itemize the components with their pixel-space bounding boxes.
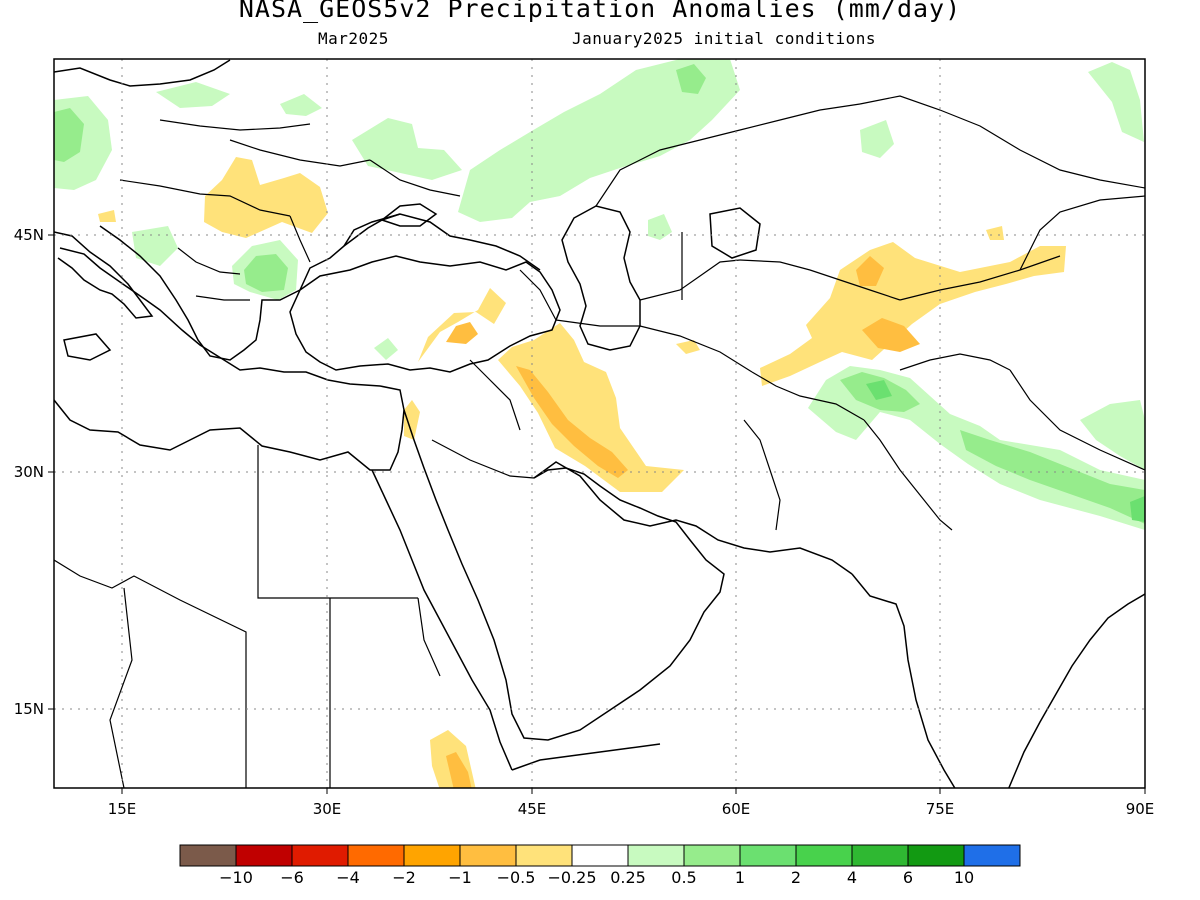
anomaly-volga [458,59,740,222]
colorbar-label: −0.25 [547,868,597,887]
coast-arabia [403,409,725,741]
colorbar-swatch [683,844,741,867]
colorbar-swatch [571,844,629,867]
anomaly-kazakh-north [860,120,894,158]
anomaly-caspian-ne [648,214,672,240]
anomaly-ethiopia-core [446,752,472,788]
coast-caspian [561,205,641,351]
country-borders [54,95,1145,788]
coastlines-borders [54,59,1145,788]
colorbar-swatch [347,844,405,867]
anomaly-volga-core [676,64,706,94]
lat-tick-label: 15N [14,700,44,718]
colorbar-swatch [403,844,461,867]
anomaly-poland-core [54,108,84,162]
anomaly-kashmir-core [866,380,892,400]
lon-tick-label: 45E [518,800,547,818]
map-title: NASA_GEOS5v2 Precipitation Anomalies (mm… [238,0,962,23]
anomaly-baltic [156,82,230,108]
coast-adriatic-greece [99,213,401,361]
colorbar-label: −0.5 [496,868,536,887]
graticule [54,59,1145,788]
valid-month: Mar2025 [318,29,389,48]
lat-tick-label: 45N [14,226,44,244]
anomaly-east-turkey [418,288,506,362]
colorbar-swatch [179,844,237,867]
anomaly-tien-shan [760,242,1066,386]
anomaly-tienshan-core [856,256,884,286]
anomaly-levant [404,400,420,440]
colorbar-label: 2 [790,868,802,887]
anomaly-belarus [280,94,322,116]
colorbar-swatch [963,844,1021,867]
coast-aral [709,207,761,259]
lon-tick-label: 90E [1126,800,1155,818]
anomaly-bulgaria-core [244,254,288,292]
anomaly-mesopotamia-core [516,366,628,478]
colorbar-swatch [795,844,853,867]
colorbar-label: 0.5 [671,868,697,887]
coast-crimea [380,203,438,227]
colorbar-label: 6 [902,868,914,887]
coast-italy [54,231,154,319]
anomaly-iran-east [676,340,700,354]
coast-black-sea [343,213,541,271]
colorbar-label: −6 [280,868,304,887]
colorbar-label: −2 [392,868,416,887]
coast-sicily [63,333,112,361]
anomaly-siberia-east [1088,62,1144,142]
anomaly-small-2 [986,226,1004,240]
anomaly-turkey-core [446,322,478,344]
anomaly-small-1 [98,210,116,222]
colorbar-label: −1 [448,868,472,887]
colorbar-label: 4 [846,868,858,887]
anomaly-tibet-east [1080,400,1145,470]
lon-tick-label: 60E [722,800,751,818]
coast-india-east [1008,593,1145,788]
coast-turkey [289,255,561,373]
coast-iran-gulf [533,461,853,575]
anomaly-romania [204,157,328,238]
init-conditions: January2025 initial conditions [572,29,876,48]
lon-tick-label: 15E [108,800,137,818]
lon-tick-label: 75E [926,800,955,818]
anomaly-balkans [132,226,178,266]
anomaly-himalaya-core [960,430,1145,524]
colorbar-swatch [627,844,685,867]
colorbar-swatch [851,844,909,867]
map-frame [53,58,1146,789]
anomaly-pamir-core [862,318,920,352]
colorbar-label: 0.25 [610,868,646,887]
colorbar-label: 10 [953,868,975,887]
coast-red-sea-west [371,469,513,771]
coast-gulf-of-aden [511,743,661,771]
colorbar-label: −10 [219,868,253,887]
colorbar [179,844,1021,867]
colorbar-label: −4 [336,868,360,887]
anomaly-anatolia-south [374,338,398,360]
colorbar-swatch [739,844,797,867]
anomaly-nepal-core [1130,496,1145,522]
lon-tick-label: 30E [313,800,342,818]
anomaly-mesopotamia [498,323,684,492]
tick-marks [48,234,1146,794]
coast-north-africa [54,247,405,471]
anomaly-ukraine [352,118,462,180]
coast-india-west [851,573,956,788]
lat-tick-label: 30N [14,463,44,481]
anomaly-field [54,59,1145,788]
colorbar-label: 1 [734,868,746,887]
colorbar-swatch [459,844,517,867]
colorbar-swatch [907,844,965,867]
colorbar-swatch [235,844,293,867]
colorbar-swatch [291,844,349,867]
coast-baltic [54,59,231,87]
colorbar-swatch [515,844,573,867]
